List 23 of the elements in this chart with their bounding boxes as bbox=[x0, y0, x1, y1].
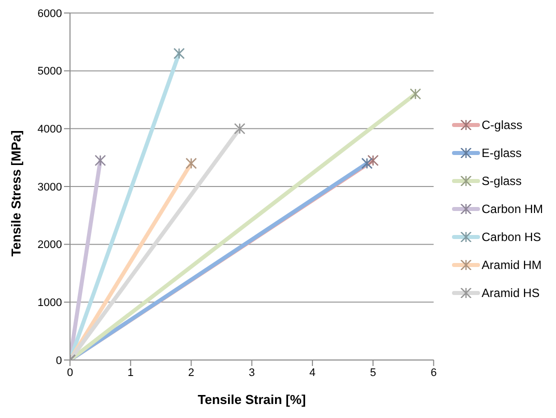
x-tick-label: 5 bbox=[370, 366, 376, 379]
legend-label: Aramid HS bbox=[482, 286, 540, 300]
legend-label: Carbon HM bbox=[482, 202, 543, 216]
x-tick-label: 2 bbox=[188, 366, 194, 379]
legend-label: Carbon HS bbox=[482, 230, 542, 244]
x-axis-title: Tensile Strain [%] bbox=[198, 392, 306, 407]
y-tick-label: 0 bbox=[56, 354, 62, 367]
legend-label: Aramid HM bbox=[482, 258, 542, 272]
legend-label: E-glass bbox=[482, 146, 522, 160]
x-tick-label: 6 bbox=[430, 366, 437, 379]
legend-label: S-glass bbox=[482, 174, 522, 188]
y-tick-label: 1000 bbox=[38, 297, 62, 310]
y-tick-label: 3000 bbox=[38, 181, 62, 194]
y-tick-label: 5000 bbox=[38, 66, 62, 78]
x-tick-label: 1 bbox=[128, 366, 134, 379]
x-tick-label: 4 bbox=[309, 366, 316, 379]
y-axis-title: Tensile Stress [MPa] bbox=[8, 130, 24, 256]
legend-label: C-glass bbox=[482, 118, 522, 132]
y-tick-label: 4000 bbox=[38, 124, 62, 136]
y-tick-label: 2000 bbox=[38, 239, 62, 252]
x-tick-label: 0 bbox=[66, 366, 74, 379]
x-tick-label: 3 bbox=[248, 366, 255, 379]
y-tick-label: 6000 bbox=[38, 8, 62, 20]
